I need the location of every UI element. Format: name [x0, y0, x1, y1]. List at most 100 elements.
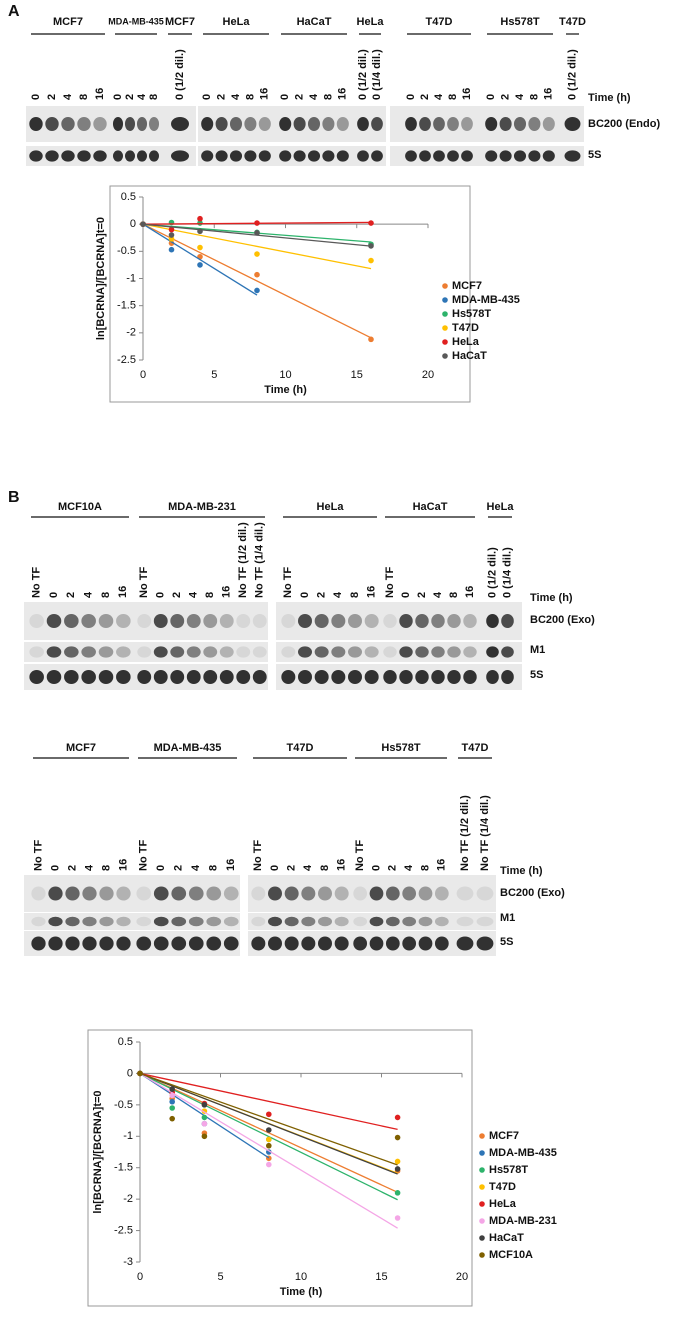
band	[251, 886, 266, 901]
band	[99, 916, 114, 927]
band	[331, 670, 346, 684]
legend-label: MDA-MB-435	[452, 294, 520, 306]
legend-marker	[479, 1252, 485, 1258]
lane-label: No TF	[354, 840, 366, 871]
band	[136, 936, 152, 951]
x-tick-label: 15	[351, 369, 363, 381]
group-label: HeLa	[487, 501, 515, 513]
data-point	[368, 220, 374, 226]
trend-line	[142, 223, 258, 296]
band	[203, 670, 218, 684]
legend-marker	[479, 1201, 485, 1207]
band	[385, 936, 400, 951]
band	[171, 916, 187, 927]
lane-label: 2	[286, 865, 298, 871]
band	[383, 670, 397, 684]
band	[348, 614, 362, 628]
band	[46, 646, 62, 658]
band	[348, 646, 362, 658]
lane-label: 2	[171, 592, 183, 598]
band	[252, 646, 267, 658]
legend-label: HeLa	[452, 336, 480, 348]
data-point	[197, 228, 203, 235]
y-axis-title: ln[BCRNA]/[BCRNA]t=0	[92, 1090, 104, 1213]
lane-label: 2	[46, 94, 58, 100]
plot-frame	[87, 1029, 473, 1307]
panel-label: B	[8, 489, 20, 506]
band	[170, 614, 185, 628]
band	[447, 646, 461, 658]
group-label: MCF7	[66, 742, 96, 754]
lane-label: 16	[366, 586, 378, 598]
band	[284, 916, 299, 927]
band	[98, 614, 114, 628]
band	[65, 886, 80, 901]
band	[476, 886, 494, 901]
lane-label: 8	[244, 94, 256, 100]
band	[64, 670, 79, 684]
band	[461, 117, 473, 131]
band	[170, 646, 185, 658]
data-point	[168, 226, 175, 233]
legend-label: HaCaT	[489, 1232, 524, 1244]
lane-label: 8	[419, 865, 431, 871]
lane-label: 0	[299, 592, 311, 598]
band	[418, 936, 433, 951]
lane-label: 4	[432, 591, 444, 598]
band	[48, 916, 63, 927]
band	[447, 117, 459, 131]
band	[116, 916, 131, 927]
band	[357, 150, 369, 162]
band	[116, 936, 131, 951]
band	[153, 614, 168, 628]
band	[405, 150, 417, 162]
band	[244, 117, 257, 131]
band	[322, 117, 335, 131]
band	[293, 117, 306, 131]
row-label: Time (h)	[500, 865, 543, 877]
data-point	[266, 1142, 272, 1149]
lane-label: 4	[188, 591, 200, 598]
band	[334, 886, 349, 901]
band	[93, 117, 107, 131]
band	[431, 614, 445, 628]
band	[456, 916, 474, 927]
band	[284, 886, 299, 901]
y-tick-label: -2	[126, 327, 136, 339]
y-tick-label: 0.5	[121, 191, 136, 203]
band	[485, 117, 498, 131]
band	[402, 886, 417, 901]
band	[268, 936, 282, 951]
data-point	[394, 1166, 401, 1172]
band	[371, 117, 383, 131]
band	[318, 936, 332, 951]
band	[236, 614, 251, 628]
legend-label: MDA-MB-231	[489, 1215, 557, 1227]
band	[369, 936, 384, 951]
lane-label: 0	[49, 865, 61, 871]
lane-label: 0	[485, 94, 497, 100]
band	[434, 936, 449, 951]
data-point	[201, 1114, 208, 1121]
lane-label: 0	[400, 592, 412, 598]
lane-label: No TF	[252, 840, 264, 871]
band	[171, 886, 187, 901]
lane-label: 8	[528, 94, 540, 100]
lane-label: 16	[94, 88, 106, 100]
data-point	[168, 246, 175, 253]
band	[31, 916, 46, 927]
band	[399, 670, 413, 684]
band	[318, 916, 332, 927]
band	[301, 916, 316, 927]
lane-label: 16	[221, 586, 233, 598]
lane-label: 4	[308, 93, 320, 100]
data-point	[394, 1158, 401, 1165]
band	[29, 117, 43, 131]
band	[281, 646, 296, 658]
lane-label: 16	[436, 859, 448, 871]
lane-label: No TF	[282, 567, 294, 598]
band	[383, 646, 397, 658]
lane-label: 4	[136, 93, 148, 100]
band	[513, 117, 527, 131]
band	[353, 916, 368, 927]
